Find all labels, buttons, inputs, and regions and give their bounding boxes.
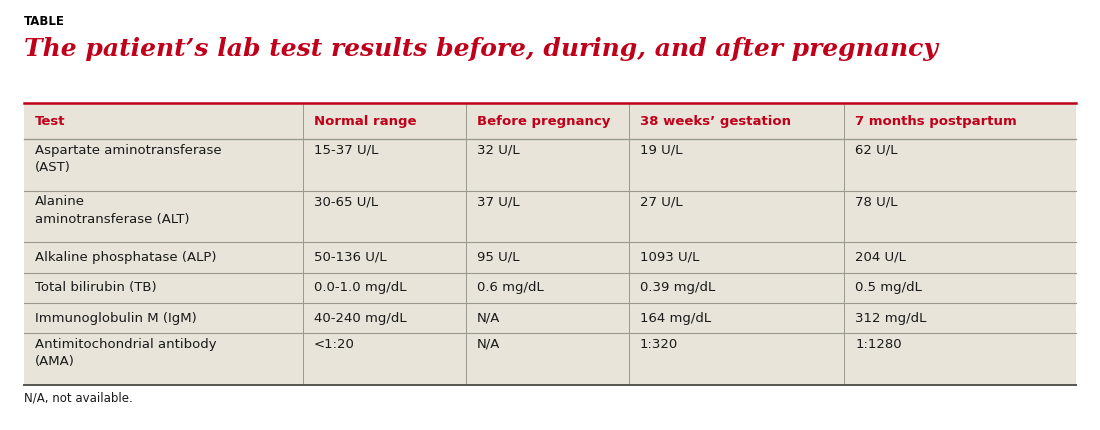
Text: Total bilirubin (TB): Total bilirubin (TB) [35,281,157,294]
Text: 1:1280: 1:1280 [856,338,902,351]
Text: 95 U/L: 95 U/L [477,251,519,264]
Bar [24,191,1076,242]
Text: 32 U/L: 32 U/L [477,144,519,157]
Text: 50-136 U/L: 50-136 U/L [314,251,386,264]
Text: 0.5 mg/dL: 0.5 mg/dL [856,281,922,294]
Text: 0.0-1.0 mg/dL: 0.0-1.0 mg/dL [314,281,406,294]
Text: Alkaline phosphatase (ALP): Alkaline phosphatase (ALP) [35,251,217,264]
Text: N/A: N/A [477,312,500,325]
Text: <1:20: <1:20 [314,338,354,351]
Text: Aspartate aminotransferase
(AST): Aspartate aminotransferase (AST) [35,144,222,174]
Text: Before pregnancy: Before pregnancy [477,115,610,128]
Text: Test: Test [35,115,66,128]
Bar [24,139,1076,191]
Text: 0.39 mg/dL: 0.39 mg/dL [640,281,715,294]
Text: The patient’s lab test results before, during, and after pregnancy: The patient’s lab test results before, d… [24,37,938,61]
Text: 27 U/L: 27 U/L [640,195,682,208]
Bar [24,103,1076,139]
Text: 1093 U/L: 1093 U/L [640,251,700,264]
Bar [24,242,1076,273]
Text: 312 mg/dL: 312 mg/dL [856,312,927,325]
Text: 78 U/L: 78 U/L [856,195,898,208]
Text: N/A, not available.: N/A, not available. [24,391,133,404]
Text: 62 U/L: 62 U/L [856,144,898,157]
Text: Immunoglobulin M (IgM): Immunoglobulin M (IgM) [35,312,197,325]
Text: Antimitochondrial antibody
(AMA): Antimitochondrial antibody (AMA) [35,338,217,368]
Text: 40-240 mg/dL: 40-240 mg/dL [314,312,407,325]
Text: 38 weeks’ gestation: 38 weeks’ gestation [640,115,791,128]
Text: 0.6 mg/dL: 0.6 mg/dL [477,281,543,294]
Bar [24,334,1076,385]
Text: Normal range: Normal range [314,115,417,128]
Text: 15-37 U/L: 15-37 U/L [314,144,378,157]
Text: Alanine
aminotransferase (ALT): Alanine aminotransferase (ALT) [35,195,189,226]
Text: 19 U/L: 19 U/L [640,144,682,157]
Text: 1:320: 1:320 [640,338,678,351]
Text: 204 U/L: 204 U/L [856,251,906,264]
Text: 37 U/L: 37 U/L [477,195,519,208]
Text: 7 months postpartum: 7 months postpartum [856,115,1018,128]
Bar [24,303,1076,334]
Text: 164 mg/dL: 164 mg/dL [640,312,711,325]
Text: N/A: N/A [477,338,500,351]
Text: TABLE: TABLE [24,15,65,28]
Bar [24,273,1076,303]
Text: 30-65 U/L: 30-65 U/L [314,195,378,208]
